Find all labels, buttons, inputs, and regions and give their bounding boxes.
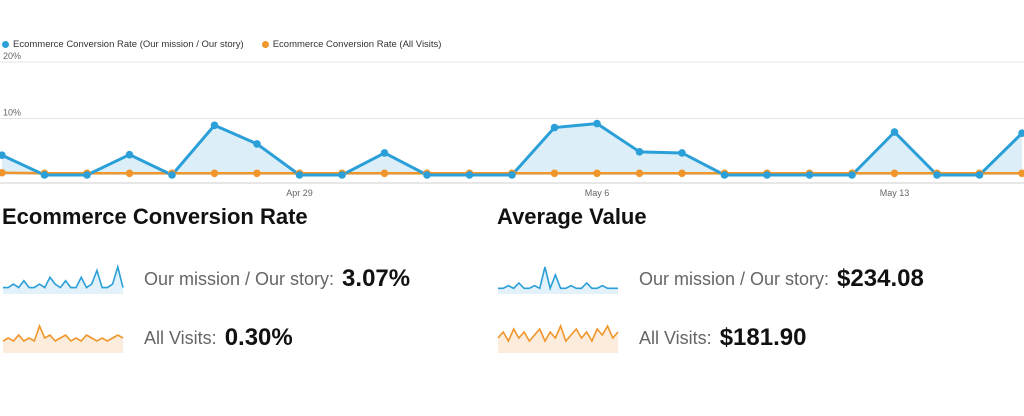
series2-point (890, 169, 899, 178)
sparkline-conversion-our-mission (3, 264, 124, 294)
series1-point (720, 171, 729, 179)
metric-label: All Visits: (639, 327, 712, 348)
line-chart: 20% 10% Apr 29 May 6 May 13 (0, 52, 1024, 202)
series1-point (1018, 129, 1024, 137)
conversion-row-our-mission: Our mission / Our story: 3.07% (2, 262, 410, 296)
series1-point (678, 149, 686, 157)
series2-point (125, 169, 134, 178)
sparkline-line (498, 266, 618, 291)
metric-label: All Visits: (144, 327, 217, 348)
sparkline-line (497, 323, 619, 343)
chart-svg: 20% 10% Apr 29 May 6 May 13 (0, 52, 1024, 198)
series1-point (168, 171, 176, 179)
series1-point (550, 123, 559, 132)
series1-point (0, 151, 6, 160)
series2-point (0, 168, 6, 177)
series2-point (1018, 169, 1024, 178)
series1-point (210, 121, 219, 130)
sparkline-average-our-mission (498, 266, 618, 294)
x-tick-label: May 13 (880, 188, 910, 198)
series2-point (380, 169, 389, 178)
sparkline-conversion-all-visits (2, 323, 124, 353)
legend-item-series2[interactable]: Ecommerce Conversion Rate (All Visits) (261, 38, 442, 50)
series2-point (550, 169, 559, 178)
series1-point (593, 119, 601, 128)
series2-point (678, 169, 686, 178)
series1-point (465, 171, 474, 179)
series1-point (125, 150, 134, 159)
legend-item-series1[interactable]: Ecommerce Conversion Rate (Our mission /… (2, 39, 244, 50)
series2-dot-icon (261, 40, 269, 48)
sparkline-area (498, 267, 618, 294)
series2-point (253, 169, 261, 178)
series2-point (210, 169, 219, 178)
series1-point (295, 171, 304, 179)
series2-point (635, 169, 644, 178)
series1-point (975, 171, 984, 179)
legend-label-series1: Ecommerce Conversion Rate (Our mission /… (13, 38, 244, 50)
series1-point (763, 171, 771, 179)
metric-value: 3.07% (342, 265, 411, 292)
conversion-section-title: Ecommerce Conversion Rate (2, 204, 308, 229)
series1-point (508, 171, 516, 179)
legend-label-series2: Ecommerce Conversion Rate (All Visits) (272, 38, 442, 50)
sparkline-line (3, 264, 124, 289)
series2-point (593, 169, 601, 178)
x-tick-label: Apr 29 (286, 188, 313, 198)
y-tick-label: 10% (3, 108, 21, 118)
sparkline-area (3, 326, 123, 353)
series1-point (380, 149, 389, 157)
series1-point (83, 171, 91, 179)
chart-legend: Ecommerce Conversion Rate (Our mission /… (2, 37, 459, 51)
sparkline-average-all-visits (497, 323, 619, 353)
sparkline-line (2, 323, 124, 343)
metric-label: Our mission / Our story: (639, 268, 830, 289)
series1-point (805, 171, 814, 179)
series1-point (933, 171, 941, 179)
y-tick-label: 20% (3, 52, 21, 61)
series1-point (338, 171, 346, 179)
series1-point (635, 148, 644, 156)
average-row-our-mission: Our mission / Our story: $234.08 (497, 262, 924, 296)
series1-point (40, 171, 49, 179)
series1-point (253, 140, 261, 148)
series1-point (423, 171, 431, 179)
metric-value: 0.30% (224, 324, 293, 351)
series1-point (848, 171, 856, 179)
series1-point (890, 128, 899, 136)
metric-value: $234.08 (837, 265, 924, 292)
metric-label: Our mission / Our story: (144, 268, 335, 289)
average-section-title: Average Value (497, 204, 647, 229)
sparkline-area (3, 267, 123, 294)
sparkline-area (498, 326, 618, 353)
x-tick-label: May 6 (585, 188, 610, 198)
conversion-row-all-visits: All Visits: 0.30% (2, 321, 293, 355)
average-row-all-visits: All Visits: $181.90 (497, 321, 806, 355)
series1-area (2, 123, 1022, 175)
series1-dot-icon (2, 40, 9, 48)
metric-value: $181.90 (719, 324, 807, 351)
